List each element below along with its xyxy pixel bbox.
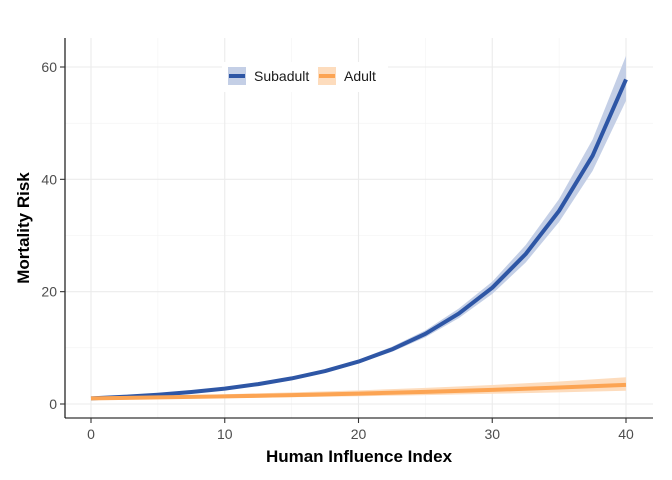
x-tick-label: 30 [484,426,500,442]
x-tick-label: 20 [351,426,367,442]
x-tick-label: 10 [217,426,233,442]
legend: Subadult Adult [222,62,388,92]
series-lines [90,78,628,401]
y-tick-label: 0 [49,396,57,412]
tick-labels: 0 10 20 30 40 0 20 40 60 [41,59,634,442]
grid [65,38,653,418]
legend-item-adult: Adult [318,67,376,85]
legend-background [222,62,388,92]
legend-label-subadult: Subadult [254,68,309,84]
line-subadult [90,78,628,401]
y-tick-label: 40 [41,171,57,187]
axes [60,38,653,423]
y-axis-title: Mortality Risk [14,172,33,284]
y-tick-label: 60 [41,59,57,75]
y-tick-label: 20 [41,284,57,300]
legend-label-adult: Adult [344,68,376,84]
legend-item-subadult: Subadult [228,67,309,85]
x-tick-label: 40 [618,426,634,442]
x-axis-title: Human Influence Index [266,447,453,466]
line-adult [90,382,627,401]
x-tick-label: 0 [87,426,95,442]
